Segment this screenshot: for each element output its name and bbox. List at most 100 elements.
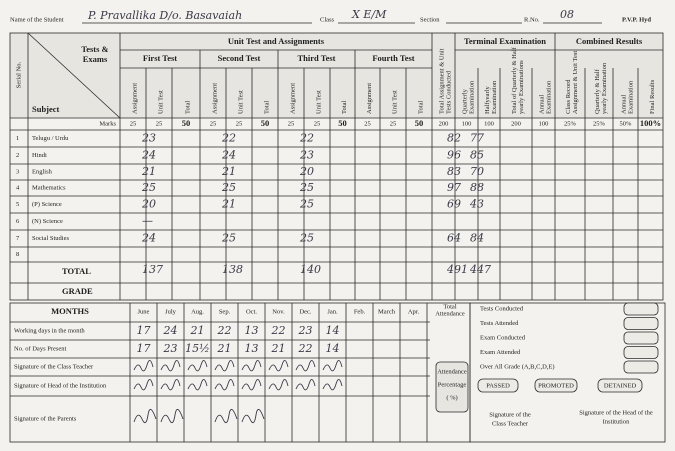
column-title: Final Results <box>649 79 656 114</box>
handwritten-mark: 25 <box>221 232 236 245</box>
handwritten-mark: 21 <box>221 198 236 211</box>
summary-box <box>623 360 659 374</box>
signature-scribble <box>187 360 208 372</box>
summary-box <box>623 317 659 330</box>
max-mark: 25 <box>130 120 137 127</box>
class: X E/M <box>351 8 387 21</box>
column-title: Examination <box>491 80 498 114</box>
summary-item: Exam Conducted <box>480 334 526 341</box>
month: June <box>138 308 150 315</box>
subject-label: Subject <box>32 104 60 114</box>
handwritten-days: 22 <box>271 324 286 337</box>
handwritten-days: 13 <box>245 342 259 355</box>
serial: 2 <box>16 152 19 159</box>
handwritten-mark: 25 <box>221 181 236 194</box>
summary-item: Over All Grade (A,B,C,D,E) <box>480 363 555 370</box>
handwritten-mark: 21 <box>221 165 236 178</box>
serial: 7 <box>16 235 20 242</box>
max-mark: 50 <box>182 118 191 128</box>
group-title: Unit Test and Assignments <box>228 36 325 46</box>
handwritten-days: 14 <box>326 324 340 337</box>
column-title: Unit Test <box>157 90 164 114</box>
summary-box <box>623 302 659 316</box>
max-mark: 25 <box>364 120 371 127</box>
rule <box>27 32 121 119</box>
row-label: Signature of Head of the Institution <box>14 382 107 389</box>
handwritten-mark: 83 <box>447 165 461 178</box>
handwritten-mark: 447 <box>469 263 491 276</box>
serial: 3 <box>16 168 19 175</box>
subject: Hindi <box>32 152 47 159</box>
summary-frame <box>469 302 666 443</box>
row-label: Signature of the Class Teacher <box>14 363 94 370</box>
max-mark: 25 <box>288 120 295 127</box>
handwritten-mark: 24 <box>141 232 156 245</box>
row-label: Signature of the Parents <box>14 415 77 422</box>
status-box <box>597 378 643 393</box>
marks-label: Marks <box>99 120 116 127</box>
max-mark: 50% <box>620 120 633 127</box>
column-title: Examination <box>468 80 475 114</box>
label: Section <box>420 16 440 23</box>
handwritten-mark: 84 <box>470 232 484 245</box>
max-mark: 25 <box>156 120 163 127</box>
group-title: Terminal Examination <box>464 36 546 46</box>
test-title: First Test <box>143 53 177 63</box>
handwritten-mark: 491 <box>446 263 468 276</box>
column-title: Examination <box>545 80 552 114</box>
max-mark: 25% <box>564 120 577 127</box>
status: DETAINED <box>604 382 637 389</box>
subject: Mathematics <box>32 184 66 191</box>
status-box <box>477 378 519 393</box>
percentage-box <box>435 361 469 413</box>
column-title: Total <box>417 101 424 114</box>
column-title: Halfyearly <box>484 85 491 114</box>
summary-item: Tests Attended <box>480 320 519 327</box>
handwritten-mark: 137 <box>142 263 163 276</box>
month: Feb. <box>354 308 366 315</box>
handwritten-mark: 85 <box>470 149 484 162</box>
handwritten-mark: 20 <box>299 165 314 178</box>
summary-item: Tests Conducted <box>480 305 524 312</box>
percentage-label: ( %) <box>446 394 457 401</box>
column-title: Assignment <box>131 83 138 114</box>
handwritten-days: 21 <box>271 342 286 355</box>
max-mark: 25 <box>314 120 321 127</box>
signature-scribble <box>160 409 184 424</box>
handwritten-mark: 24 <box>141 149 156 162</box>
column-title: Total <box>263 101 270 114</box>
signature-scribble <box>214 409 238 424</box>
max-mark: 200 <box>511 120 521 127</box>
signature-scribble <box>241 409 265 424</box>
signature-scribble <box>295 360 316 372</box>
column-title: Total <box>184 101 191 114</box>
serial: 6 <box>16 218 20 225</box>
signature-scribble <box>133 379 154 391</box>
max-mark: 100% <box>640 118 661 128</box>
signature-scribble <box>214 360 235 372</box>
month: Jan. <box>327 308 338 315</box>
handwritten-mark: 25 <box>299 232 314 245</box>
column-title: Unit Test <box>391 90 398 114</box>
handwritten-days: 13 <box>245 324 259 337</box>
test-title: Second Test <box>218 53 261 63</box>
handwritten-mark: 20 <box>141 198 156 211</box>
handwritten-days: 17 <box>137 342 151 355</box>
handwritten-mark: 24 <box>221 149 236 162</box>
handwritten-mark: 140 <box>300 263 321 276</box>
column-title: Total <box>341 101 348 114</box>
serial-label: Serial No. <box>15 61 22 88</box>
subject: Social Studies <box>32 235 69 242</box>
handwritten-mark: 22 <box>221 132 236 145</box>
max-mark: 25% <box>593 120 606 127</box>
column-title: Tests Conducted <box>445 70 452 114</box>
serial: 4 <box>16 184 20 191</box>
handwritten-days: 17 <box>137 324 151 337</box>
label: R.No. <box>524 16 540 23</box>
signature-label: Institution <box>603 418 630 425</box>
max-mark: 100 <box>484 120 494 127</box>
signature-scribble <box>322 360 343 372</box>
signature-scribble <box>322 379 343 391</box>
row-label: Working days in the month <box>14 327 85 334</box>
month: July <box>165 308 177 315</box>
